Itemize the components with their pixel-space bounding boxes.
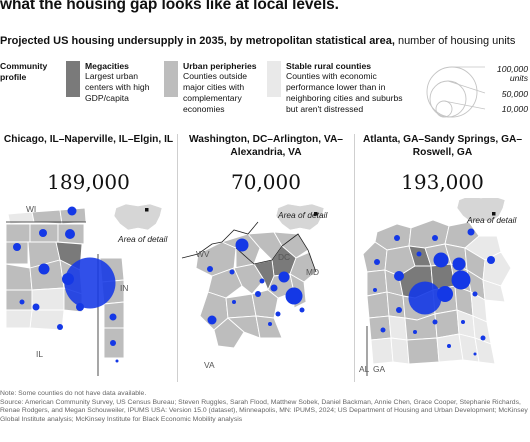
chart-subtitle: Projected US housing undersupply in 2035… <box>0 35 515 47</box>
chicago-state-in: IN <box>120 283 128 293</box>
atlanta-state-ga: GA <box>373 364 386 374</box>
footnote: Note: Some counties do not have data ava… <box>0 390 530 424</box>
bubble-size-legend: 100,000 units 50,000 10,000 <box>425 60 530 120</box>
stable-rural-title: Stable rural counties <box>286 61 372 71</box>
atlanta-detail-inset: Area of detail <box>456 198 517 225</box>
panel-divider-1 <box>177 134 178 382</box>
atlanta-value: 193,000 <box>401 170 484 194</box>
chicago-title: Chicago, IL–Naperville, IL–Elgin, IL <box>3 134 174 145</box>
washington-map: WV DC MD VA Area of detail <box>181 203 328 370</box>
subtitle-rest: number of housing units <box>394 35 516 47</box>
megacities-swatch <box>66 61 80 97</box>
megacities-title: Megacities <box>85 61 129 71</box>
atlanta-title: Atlanta, GA–Sandy Springs, GA–Roswell, G… <box>362 134 523 158</box>
footnote-source: Source: American Community Survey, US Ce… <box>0 398 528 423</box>
subtitle-bold: Projected US housing undersupply in 2035… <box>0 35 395 47</box>
washington-state-wv: WV <box>196 249 210 259</box>
community-profile-label: Community profile <box>0 61 48 82</box>
chicago-detail-label: Area of detail <box>117 234 168 244</box>
atlanta-detail-label: Area of detail <box>466 215 517 225</box>
footnote-note: Note: Some counties do not have data ava… <box>0 390 147 397</box>
megacities-desc: Largest urban centers with high GDP/capi… <box>85 71 150 103</box>
washington-state-dc: DC <box>278 252 290 262</box>
chicago-state-wi: WI <box>26 204 36 214</box>
atlanta-map: AL GA A <box>359 198 517 376</box>
headline: what the housing gap looks like at local… <box>0 0 339 13</box>
chicago-value: 189,000 <box>47 170 130 194</box>
size-label-10000: 10,000 <box>501 104 528 114</box>
size-label-100000: 100,000 <box>496 64 528 74</box>
stable-rural-desc: Counties with economic performance lower… <box>286 71 403 114</box>
stable-rural-swatch <box>267 61 281 97</box>
urban-peripheries-swatch <box>164 61 178 97</box>
washington-value: 70,000 <box>231 170 301 194</box>
size-label-units: units <box>509 73 528 83</box>
washington-state-md: MD <box>306 267 319 277</box>
washington-detail-label: Area of detail <box>277 210 328 220</box>
chicago-map: WI IN IL Area of detail <box>5 203 168 376</box>
washington-detail-inset: Area of detail <box>275 203 328 231</box>
chicago-detail-inset: Area of detail <box>113 203 168 244</box>
urban-peripheries-desc: Counties outside major cities with compl… <box>183 71 248 114</box>
panel-divider-2 <box>354 134 355 382</box>
chicago-state-il: IL <box>36 349 43 359</box>
washington-state-va: VA <box>204 360 215 370</box>
bubble-size-circles <box>426 66 486 118</box>
size-label-50000: 50,000 <box>501 89 528 99</box>
urban-peripheries-title: Urban peripheries <box>183 61 257 71</box>
washington-title: Washington, DC–Arlington, VA–Alexandria,… <box>189 134 343 158</box>
atlanta-state-al: AL <box>359 364 370 374</box>
